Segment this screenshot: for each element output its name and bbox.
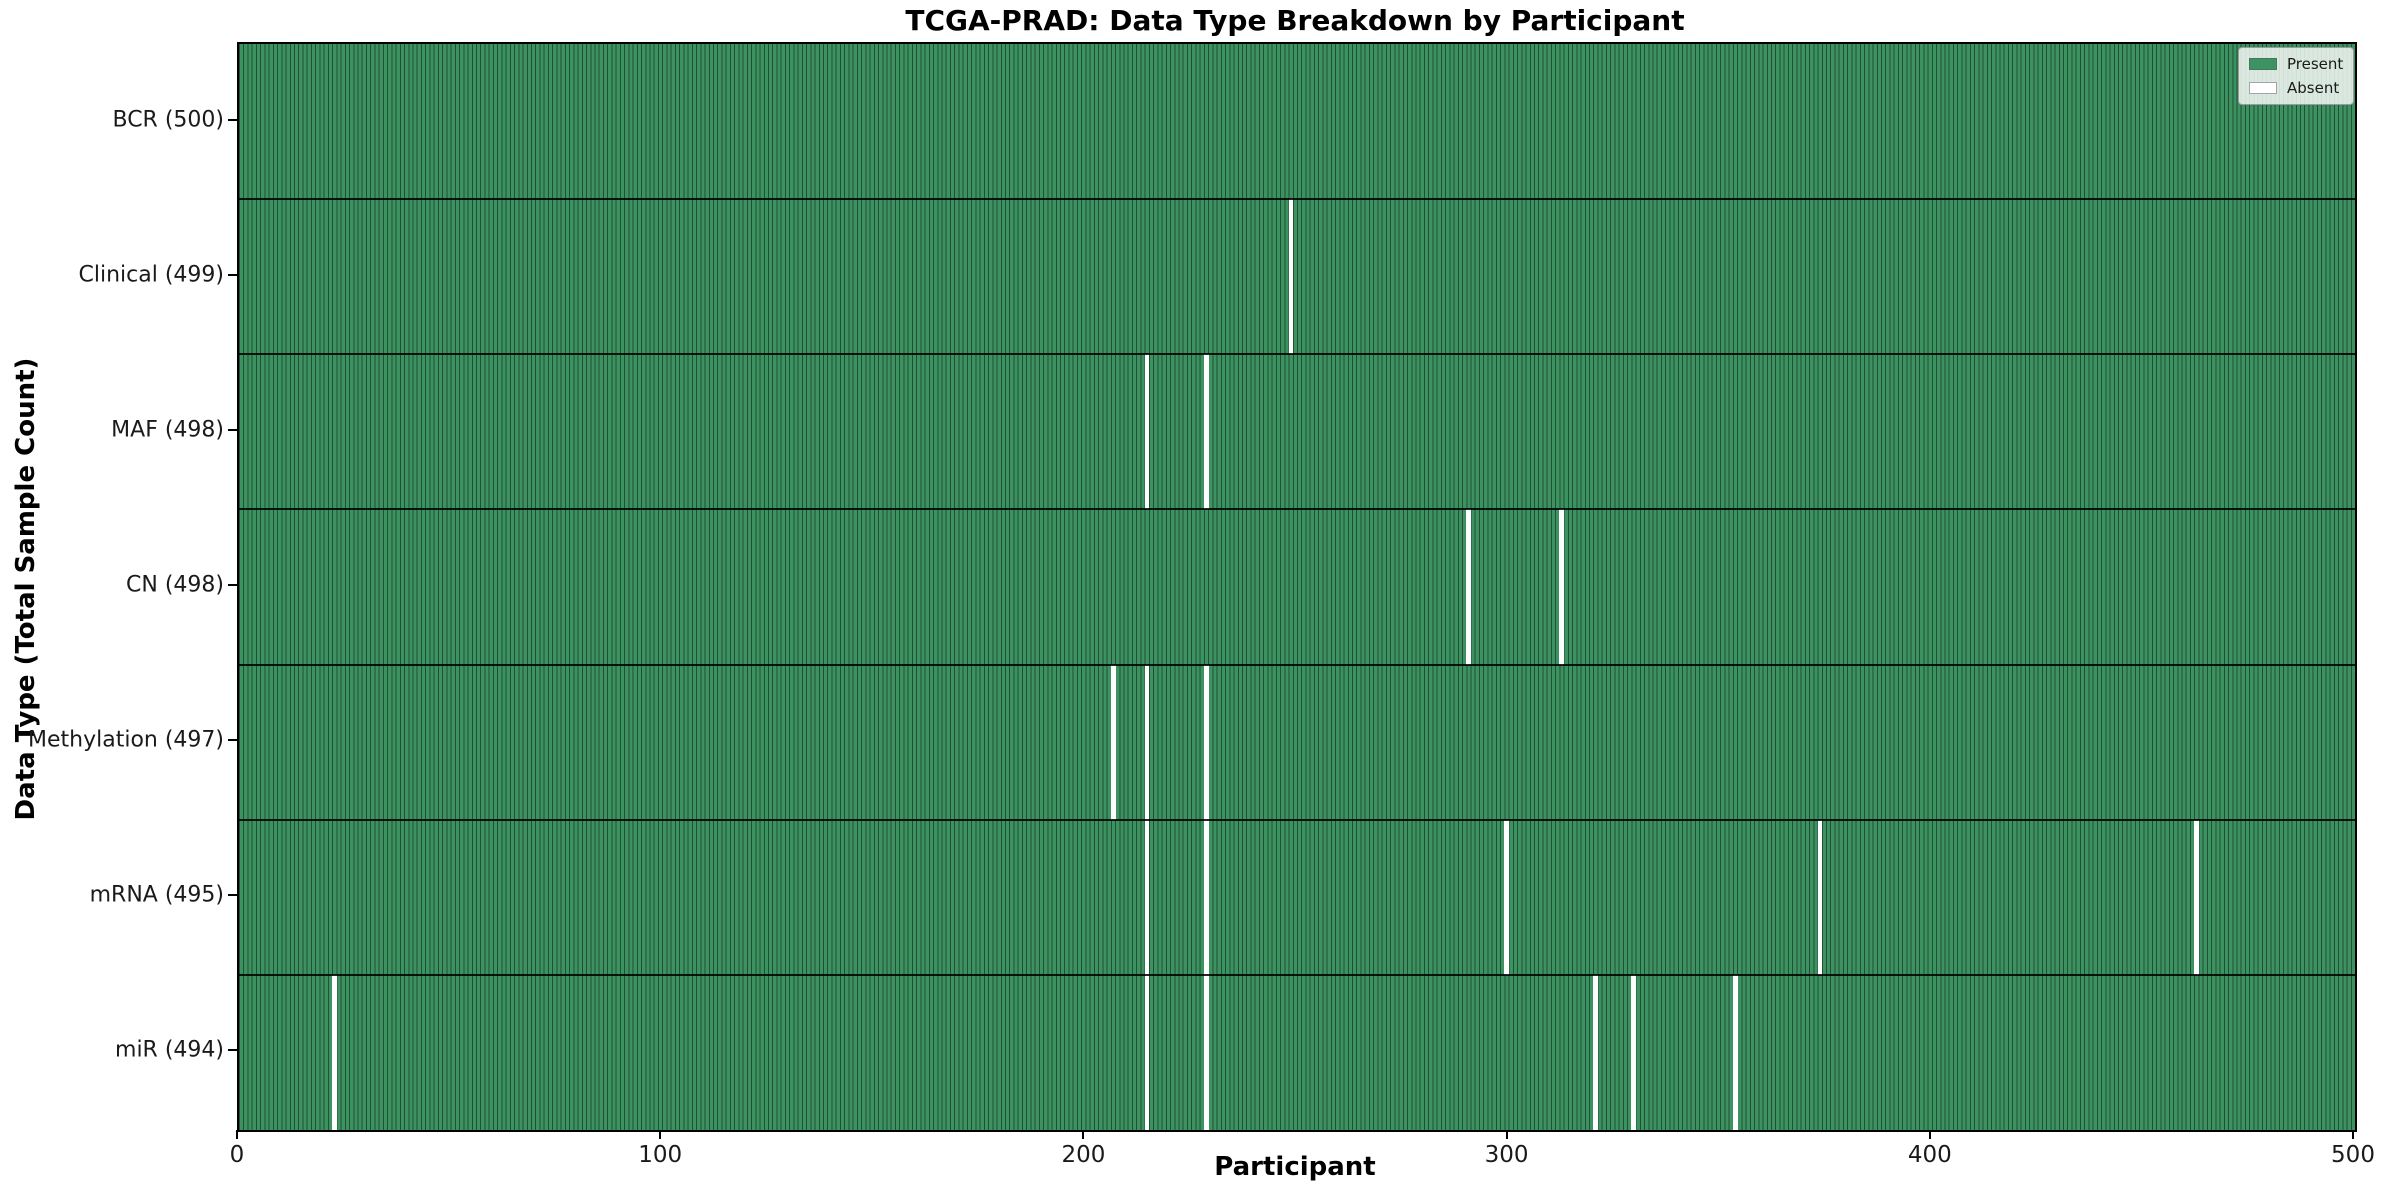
absent-gap xyxy=(1593,974,1598,1130)
y-tick-mark xyxy=(228,739,237,742)
data-row-maf xyxy=(239,354,2355,510)
y-tick-label: BCR (500) xyxy=(112,107,224,133)
legend-item-present: Present xyxy=(2249,55,2343,73)
absent-gap xyxy=(1203,354,1209,510)
x-tick-mark xyxy=(236,1130,238,1139)
x-tick-mark xyxy=(659,1130,662,1139)
data-row-mir xyxy=(239,974,2355,1130)
absent-gap xyxy=(1144,354,1150,510)
legend-label: Present xyxy=(2287,55,2344,73)
x-tick-mark xyxy=(1928,1130,1931,1139)
row-boundary xyxy=(239,508,2355,511)
x-tick-label: 100 xyxy=(638,1142,683,1168)
y-tick-mark xyxy=(228,584,237,586)
absent-gap xyxy=(1144,664,1150,820)
x-axis-label: Participant xyxy=(1214,1152,1376,1182)
data-row-cn xyxy=(239,509,2355,665)
absent-gap xyxy=(2194,819,2199,975)
x-tick-label: 0 xyxy=(229,1142,245,1168)
absent-gap xyxy=(1631,974,1637,1130)
y-tick-mark xyxy=(228,1049,237,1052)
absent-gap xyxy=(1144,819,1150,975)
x-tick-label: 400 xyxy=(1907,1142,1952,1168)
absent-gap xyxy=(1110,664,1116,820)
absent-gap xyxy=(1817,819,1823,975)
data-row-methylation xyxy=(239,664,2355,820)
x-tick-mark xyxy=(1505,1130,1508,1139)
plot-area xyxy=(237,42,2357,1132)
absent-gap xyxy=(1144,974,1150,1130)
y-tick-mark xyxy=(228,894,237,897)
absent-gap xyxy=(1288,199,1294,355)
x-tick-label: 300 xyxy=(1484,1142,1529,1168)
absent-gap xyxy=(332,974,337,1130)
data-row-mrna xyxy=(239,819,2355,975)
present-swatch-icon xyxy=(2249,58,2277,70)
y-tick-label: Clinical (499) xyxy=(78,262,224,288)
absent-gap xyxy=(1732,974,1738,1130)
legend-label: Absent xyxy=(2287,79,2340,97)
y-tick-label: miR (494) xyxy=(115,1037,224,1063)
absent-gap xyxy=(1203,819,1209,975)
row-boundary xyxy=(239,973,2355,976)
legend: Present Absent xyxy=(2238,47,2355,105)
y-tick-mark xyxy=(228,428,237,431)
y-tick-label: MAF (498) xyxy=(111,417,224,443)
y-tick-mark xyxy=(228,273,237,276)
absent-gap xyxy=(1504,819,1510,975)
x-tick-label: 200 xyxy=(1061,1142,1106,1168)
y-tick-mark xyxy=(228,118,237,121)
absent-swatch-icon xyxy=(2249,82,2277,94)
absent-gap xyxy=(1466,509,1471,665)
x-tick-label: 500 xyxy=(2331,1142,2375,1168)
legend-item-absent: Absent xyxy=(2249,79,2343,97)
row-boundary xyxy=(239,198,2355,201)
row-boundary xyxy=(239,818,2355,821)
x-tick-mark xyxy=(2352,1130,2354,1139)
chart-title: TCGA-PRAD: Data Type Breakdown by Partic… xyxy=(905,4,1685,37)
absent-gap xyxy=(1203,974,1209,1130)
absent-gap xyxy=(1559,509,1565,665)
data-row-clinical xyxy=(239,199,2355,355)
row-boundary xyxy=(239,353,2355,356)
x-tick-mark xyxy=(1082,1130,1085,1139)
y-tick-label: Methylation (497) xyxy=(28,727,224,753)
row-boundary xyxy=(239,663,2355,666)
y-tick-label: CN (498) xyxy=(126,572,224,598)
absent-gap xyxy=(1203,664,1209,820)
y-tick-label: mRNA (495) xyxy=(89,882,224,908)
data-row-bcr xyxy=(239,44,2355,200)
